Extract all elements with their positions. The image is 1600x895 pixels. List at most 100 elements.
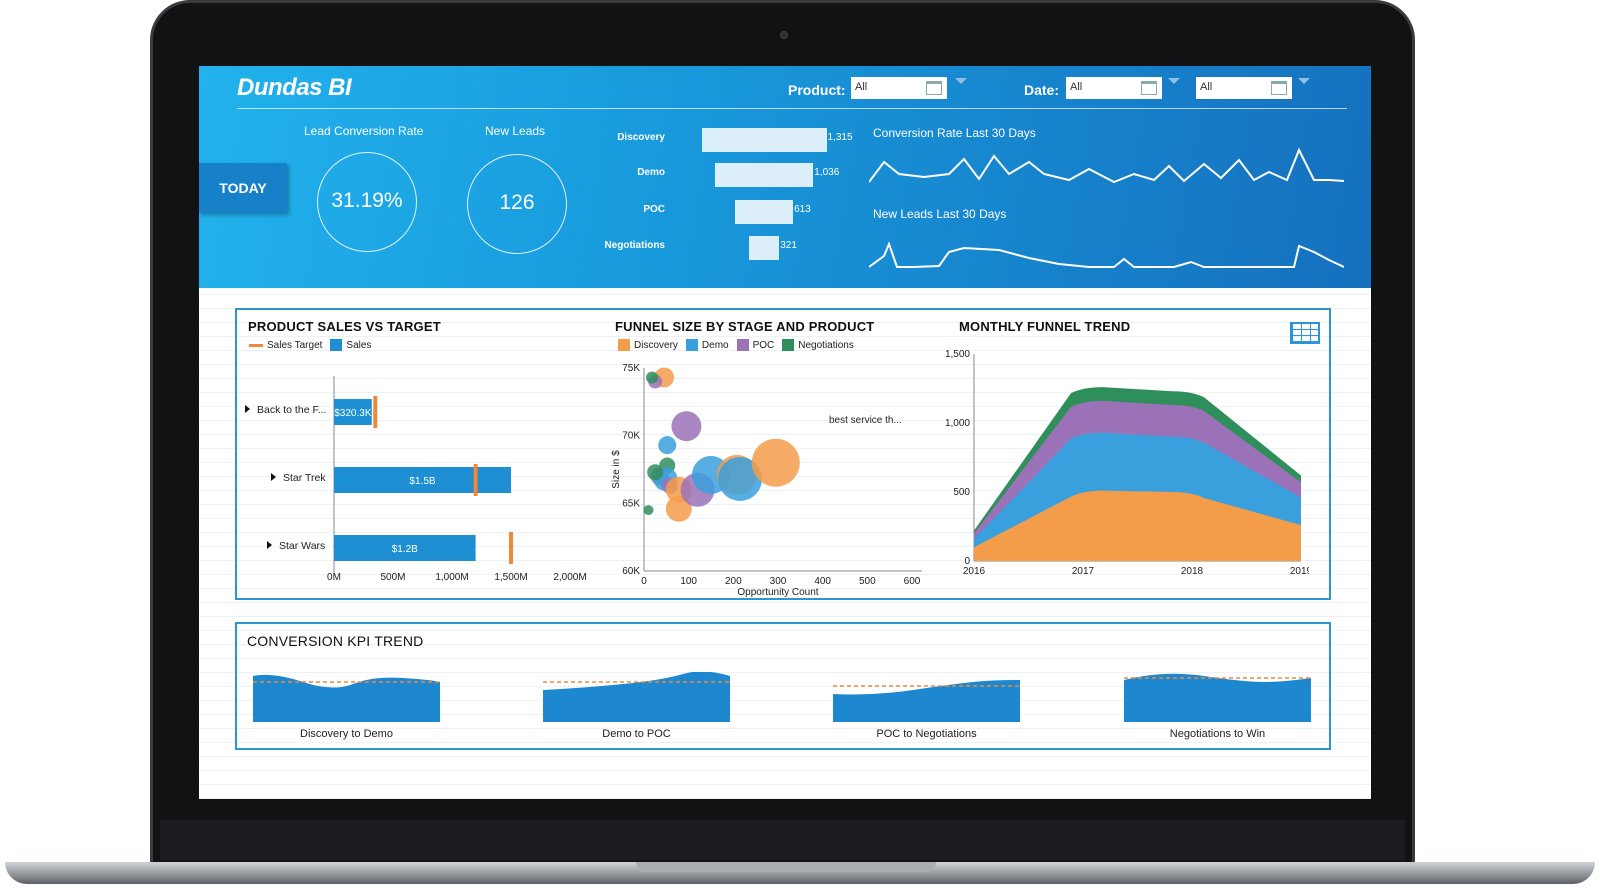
spark-title-leads: New Leads Last 30 Days — [873, 207, 1007, 221]
date-filter-start[interactable]: All — [1066, 77, 1162, 99]
kpi-trend-label: Negotiations to Win — [1169, 728, 1266, 740]
trend-y-tick: 1,500 — [945, 349, 970, 360]
kpi-ring-conversion — [317, 152, 417, 252]
scatter-y-tick: 65K — [622, 498, 640, 509]
trend-y-tick: 0 — [964, 556, 970, 567]
sales-bar — [334, 467, 511, 493]
sales-target-marker — [373, 396, 378, 428]
chevron-down-icon[interactable] — [1298, 78, 1310, 84]
kpi-ring-leads — [467, 154, 567, 254]
scatter-point — [751, 438, 800, 487]
funnel-stage-bar[interactable] — [714, 163, 814, 187]
chevron-down-icon[interactable] — [1168, 78, 1180, 84]
trend-chart-title: MONTHLY FUNNEL TREND — [959, 319, 1131, 334]
scatter-y-tick: 70K — [622, 431, 640, 442]
chevron-down-icon[interactable] — [955, 78, 967, 84]
kpi-title-leads: New Leads — [485, 124, 546, 138]
product-filter-value: All — [855, 81, 868, 93]
kpi-trend-label: Demo to POC — [602, 728, 671, 740]
funnel-stage-value: 1,315 — [827, 132, 853, 143]
scatter-y-tick: 60K — [622, 566, 640, 577]
date-filter-value: All — [1070, 81, 1083, 93]
top-panel-frame — [235, 308, 1331, 600]
sales-chart-title: PRODUCT SALES VS TARGET — [248, 319, 441, 334]
kpi-trend-chart — [543, 672, 730, 722]
scatter-point — [718, 456, 763, 501]
scatter-point — [665, 495, 692, 522]
sales-x-tick: 0M — [327, 572, 341, 583]
date-filter-end-value: All — [1200, 81, 1213, 93]
legend-demo-label: Demo — [701, 339, 729, 351]
sales-bar — [334, 399, 372, 425]
date-filter-label: Date: — [1024, 82, 1060, 98]
kpi-trend-area — [833, 680, 1020, 722]
calendar-icon — [1271, 81, 1287, 95]
camera-icon — [780, 31, 788, 39]
kpi-trend-chart — [1124, 673, 1311, 722]
legend-sales-label: Sales — [346, 339, 372, 351]
spark-leads — [869, 241, 1344, 268]
scatter-x-tick: 600 — [904, 576, 921, 587]
kpi-trend-area — [253, 674, 440, 722]
legend-discovery-label: Discovery — [634, 339, 678, 351]
funnel-stage-bar[interactable] — [748, 236, 780, 260]
funnel-stage-value: 321 — [780, 240, 797, 251]
legend-poc-swatch — [736, 339, 749, 351]
trend-y-tick: 1,000 — [945, 418, 970, 429]
sales-target-marker — [473, 464, 478, 496]
scatter-y-tick: 75K — [622, 363, 640, 374]
expand-arrow-icon — [271, 473, 276, 481]
sales-category-label: Star Wars — [279, 540, 325, 552]
sales-bar-label: $1.2B — [392, 544, 418, 555]
kpi-title-conversion: Lead Conversion Rate — [304, 124, 424, 138]
scatter-point — [647, 464, 664, 481]
trend-x-tick: 2016 — [963, 566, 986, 577]
filter-icon — [926, 81, 942, 95]
sales-category-label: Star Trek — [283, 472, 326, 484]
funnel-stage-label: POC — [643, 204, 665, 215]
legend-negotiations-label: Negotiations — [798, 339, 854, 351]
funnel-stage-bar[interactable] — [734, 200, 794, 224]
spark-title-conversion: Conversion Rate Last 30 Days — [873, 126, 1036, 140]
table-view-icon[interactable] — [1290, 322, 1320, 344]
scatter-point — [646, 371, 659, 384]
today-button[interactable]: TODAY — [199, 163, 287, 213]
expand-arrow-icon — [267, 541, 272, 549]
kpi-value-leads: 126 — [499, 191, 535, 214]
trend-x-tick: 2019 — [1290, 566, 1309, 577]
funnel-stage-bar[interactable] — [701, 128, 827, 152]
kpi-trend-label: POC to Negotiations — [876, 728, 977, 740]
dashboard-screen: Dundas BI Product: All Date: All All TOD… — [199, 66, 1371, 799]
scatter-x-tick: 100 — [680, 576, 697, 587]
calendar-icon — [1141, 81, 1157, 95]
dashboard-header: Dundas BI Product: All Date: All All TOD… — [199, 66, 1371, 288]
kpi-trend-area — [543, 672, 730, 722]
product-filter-dropdown[interactable]: All — [851, 77, 947, 99]
app-logo: Dundas BI — [237, 74, 352, 101]
scatter-point — [643, 505, 654, 516]
sales-x-tick: 500M — [380, 572, 405, 583]
sales-chart-legend: Sales Target Sales — [249, 339, 371, 351]
legend-negotiations-swatch — [782, 339, 795, 351]
laptop-notch — [636, 862, 936, 872]
scatter-point — [671, 411, 702, 442]
sales-x-tick: 1,500M — [494, 572, 527, 583]
spark-conversion — [869, 147, 1344, 184]
sales-x-tick: 1,000M — [435, 572, 468, 583]
product-filter-label: Product: — [788, 82, 846, 98]
trend-x-tick: 2017 — [1072, 566, 1095, 577]
kpi-trend-label: Discovery to Demo — [300, 728, 393, 740]
legend-target-swatch — [249, 343, 263, 347]
funnel-stage-label: Demo — [637, 167, 665, 178]
scatter-chart-title: FUNNEL SIZE BY STAGE AND PRODUCT — [615, 319, 875, 334]
kpi-trend-chart — [833, 680, 1020, 722]
kpi-value-conversion: 31.19% — [331, 189, 403, 212]
sales-category-label: Back to the F... — [257, 404, 326, 416]
scatter-x-label: Opportunity Count — [737, 587, 818, 598]
sales-bar-label: $1.5B — [409, 476, 435, 487]
sales-bar-label: $320.3K — [334, 408, 372, 419]
date-filter-end[interactable]: All — [1196, 77, 1292, 99]
scatter-x-tick: 400 — [814, 576, 831, 587]
header-divider — [237, 108, 1347, 109]
